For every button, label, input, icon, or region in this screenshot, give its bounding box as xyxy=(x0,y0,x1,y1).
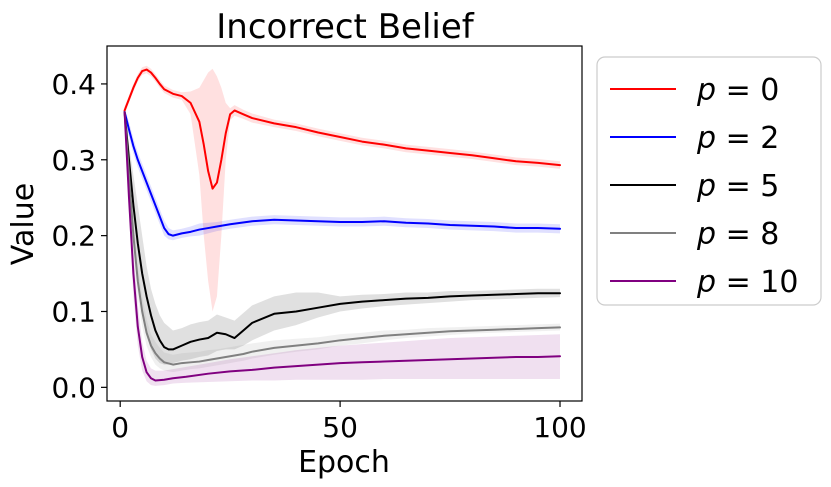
legend-box xyxy=(596,56,822,306)
y-tick-label: 0.4 xyxy=(51,68,96,101)
x-tick-label: 0 xyxy=(111,411,129,444)
line-p-2 xyxy=(123,110,562,237)
legend-label: p = 5 xyxy=(696,169,779,204)
line-p-10 xyxy=(123,110,562,382)
x-axis-label: Epoch xyxy=(298,445,390,480)
series-lines xyxy=(123,68,562,382)
legend-label: p = 0 xyxy=(696,73,779,108)
y-axis-label: Value xyxy=(6,183,41,265)
line-p-0 xyxy=(123,68,562,190)
y-axis-ticks: 0.0 0.1 0.2 0.3 0.4 xyxy=(51,68,107,404)
band-p-2 xyxy=(124,108,561,241)
band-p-5 xyxy=(124,108,561,365)
y-tick-label: 0.1 xyxy=(51,295,96,328)
y-tick-label: 0.2 xyxy=(51,220,96,253)
chart-title: Incorrect Belief xyxy=(216,7,474,47)
y-tick-label: 0.3 xyxy=(51,144,96,177)
legend-label: p = 10 xyxy=(696,265,798,300)
line-p-8 xyxy=(123,110,562,366)
legend: p = 0 p = 2 p = 5 p = 8 p = 10 xyxy=(596,56,822,306)
legend-label: p = 8 xyxy=(696,217,779,252)
y-tick-label: 0.0 xyxy=(51,371,96,404)
legend-label: p = 2 xyxy=(696,121,779,156)
x-tick-label: 100 xyxy=(533,411,586,444)
x-axis-ticks: 0 50 100 xyxy=(111,401,587,444)
plot-area-frame xyxy=(106,45,583,402)
x-tick-label: 50 xyxy=(322,411,358,444)
line-p-5 xyxy=(123,110,562,351)
